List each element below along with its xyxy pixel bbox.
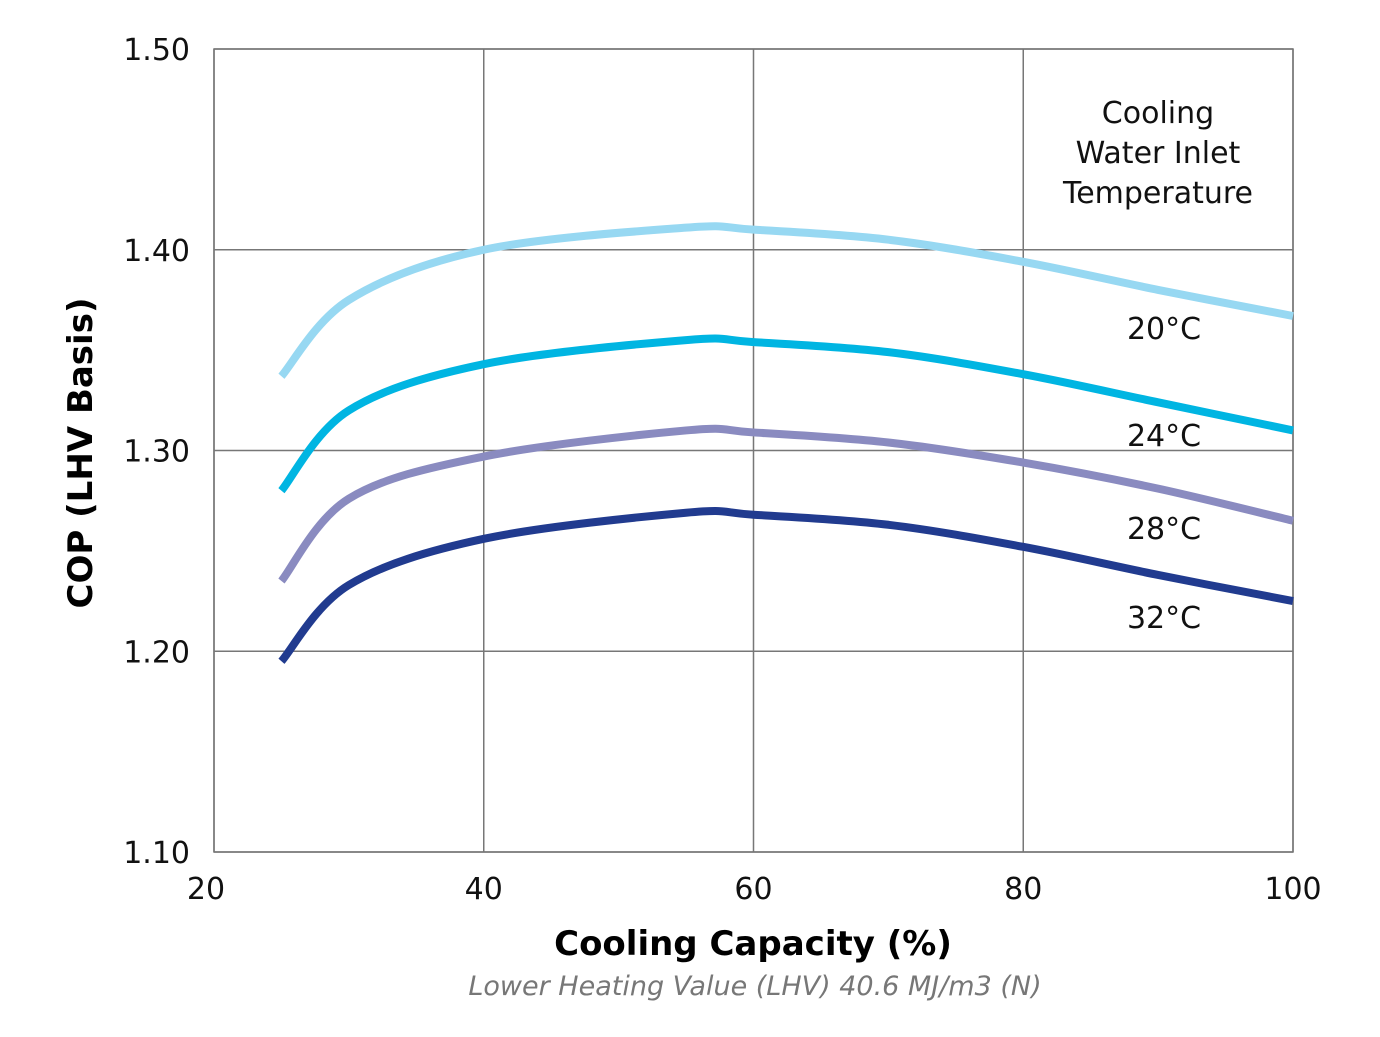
y-tick-label: 1.50 [123,33,190,68]
y-tick-label: 1.20 [123,635,190,670]
y-axis-label: COP (LHV Basis) [61,298,101,609]
x-tick-label: 60 [734,872,772,907]
series-line-32c [278,507,1294,664]
series-line-20c [278,222,1294,379]
legend-title-line: Cooling [1102,96,1214,131]
series-line-28c [278,424,1294,584]
series-label: 24°C [1127,419,1201,454]
tick-labels: 20 40 60 80 100 1.10 1.20 1.30 1.40 1.50 [123,33,1321,907]
legend: Cooling Water Inlet Temperature 20°C 24°C 28°… [1062,96,1253,636]
grid [213,48,1294,853]
series-lines [278,222,1294,664]
x-tick-label: 20 [187,872,225,907]
series-label: 20°C [1127,312,1201,347]
series-label: 32°C [1127,601,1201,636]
chart-subtitle: Lower Heating Value (LHV) 40.6 MJ/m3 (N) [468,971,1041,1002]
x-tick-label: 80 [1004,872,1042,907]
x-tick-label: 40 [465,872,503,907]
legend-title-line: Temperature [1062,176,1253,211]
series-line-24c [278,334,1294,494]
y-tick-label: 1.40 [123,234,190,269]
series-label: 28°C [1127,512,1201,547]
legend-title-line: Water Inlet [1076,136,1241,171]
x-tick-label: 100 [1264,872,1321,907]
y-tick-label: 1.30 [123,435,190,470]
y-tick-label: 1.10 [123,836,190,871]
x-axis-label: Cooling Capacity (%) [554,924,952,964]
